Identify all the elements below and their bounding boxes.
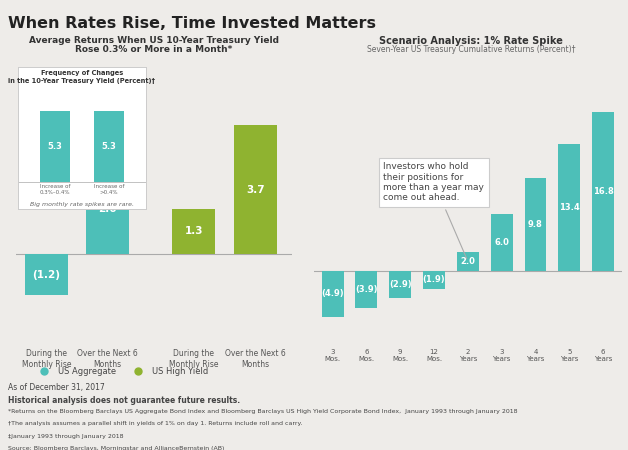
- Text: During the
Monthly Rise: During the Monthly Rise: [21, 349, 71, 369]
- Text: 4
Years: 4 Years: [526, 349, 544, 362]
- Text: Average Returns When US 10-Year Treasury Yield: Average Returns When US 10-Year Treasury…: [29, 36, 279, 45]
- Text: Over the Next 6
Months: Over the Next 6 Months: [225, 349, 286, 369]
- Text: 6
Mos.: 6 Mos.: [359, 349, 374, 362]
- Bar: [592, 112, 614, 271]
- Text: 13.4: 13.4: [559, 203, 580, 212]
- Bar: [558, 144, 580, 271]
- Text: During the
Monthly Rise: During the Monthly Rise: [169, 349, 219, 369]
- Text: Over the Next 6
Months: Over the Next 6 Months: [77, 349, 138, 369]
- Text: 5
Years: 5 Years: [560, 349, 578, 362]
- Bar: [25, 254, 68, 296]
- Text: 2
Years: 2 Years: [458, 349, 477, 362]
- Text: Investors who hold
their positions for
more than a year may
come out ahead.: Investors who hold their positions for m…: [383, 162, 484, 259]
- Bar: [86, 164, 129, 254]
- Text: (3.9): (3.9): [355, 285, 377, 294]
- Text: 9.8: 9.8: [528, 220, 543, 229]
- Bar: [355, 271, 377, 307]
- Text: US High Yield: US High Yield: [152, 367, 208, 376]
- Text: Rose 0.3% or More in a Month*: Rose 0.3% or More in a Month*: [75, 45, 232, 54]
- Text: *Returns on the Bloomberg Barclays US Aggregate Bond Index and Bloomberg Barclay: *Returns on the Bloomberg Barclays US Ag…: [8, 409, 517, 414]
- Text: ‡January 1993 through January 2018: ‡January 1993 through January 2018: [8, 434, 124, 439]
- Bar: [322, 271, 344, 317]
- Text: Source: Bloomberg Barclays, Morningstar and AllianceBernstein (AB): Source: Bloomberg Barclays, Morningstar …: [8, 446, 225, 450]
- Text: When Rates Rise, Time Invested Matters: When Rates Rise, Time Invested Matters: [8, 16, 376, 31]
- Text: 2.6: 2.6: [99, 204, 117, 214]
- Bar: [423, 271, 445, 289]
- Text: 12
Mos.: 12 Mos.: [426, 349, 442, 362]
- Bar: [234, 126, 277, 254]
- Bar: [389, 271, 411, 298]
- Bar: [524, 178, 546, 271]
- Text: Increase of
0.3%–0.4%: Increase of 0.3%–0.4%: [40, 184, 70, 195]
- Text: 9
Mos.: 9 Mos.: [392, 349, 408, 362]
- Text: 2.0: 2.0: [460, 257, 475, 266]
- Text: Seven-Year US Treasury Cumulative Returns (Percent)†: Seven-Year US Treasury Cumulative Return…: [367, 45, 575, 54]
- Text: (1.9): (1.9): [423, 275, 445, 284]
- Text: (4.9): (4.9): [322, 289, 344, 298]
- Text: (2.9): (2.9): [389, 280, 411, 289]
- Text: 6
Years: 6 Years: [594, 349, 612, 362]
- Text: Increase of
>0.4%: Increase of >0.4%: [94, 184, 124, 195]
- Bar: [490, 214, 512, 271]
- Text: As of December 31, 2017: As of December 31, 2017: [8, 383, 105, 392]
- Text: 3
Mos.: 3 Mos.: [325, 349, 340, 362]
- Bar: [457, 252, 479, 271]
- Bar: [40, 111, 70, 182]
- Bar: [172, 209, 215, 254]
- Text: 3
Years: 3 Years: [492, 349, 511, 362]
- Text: Historical analysis does not guarantee future results.: Historical analysis does not guarantee f…: [8, 396, 241, 405]
- Text: 5.3: 5.3: [101, 142, 116, 151]
- Text: 3.7: 3.7: [246, 184, 264, 195]
- Text: †The analysis assumes a parallel shift in yields of 1% on day 1. Returns include: †The analysis assumes a parallel shift i…: [8, 421, 303, 426]
- Bar: [94, 111, 124, 182]
- Text: Frequency of Changes: Frequency of Changes: [41, 70, 123, 76]
- Text: in the 10-Year Treasury Yield (Percent)†: in the 10-Year Treasury Yield (Percent)†: [8, 78, 156, 84]
- Text: Scenario Analysis: 1% Rate Spike: Scenario Analysis: 1% Rate Spike: [379, 36, 563, 46]
- Text: Big monthly rate spikes are rare.: Big monthly rate spikes are rare.: [30, 202, 134, 207]
- Text: 5.3: 5.3: [48, 142, 63, 151]
- Text: US Aggregate: US Aggregate: [58, 367, 116, 376]
- Text: (1.2): (1.2): [33, 270, 60, 279]
- Text: 6.0: 6.0: [494, 238, 509, 247]
- Text: 16.8: 16.8: [593, 187, 614, 196]
- Text: 1.3: 1.3: [185, 226, 203, 236]
